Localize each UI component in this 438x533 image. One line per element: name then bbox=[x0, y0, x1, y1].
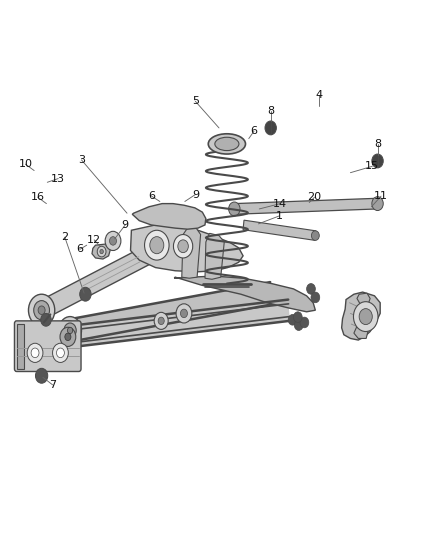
Text: 10: 10 bbox=[18, 159, 32, 169]
Circle shape bbox=[28, 294, 55, 326]
Circle shape bbox=[229, 202, 240, 216]
Circle shape bbox=[64, 323, 76, 338]
Polygon shape bbox=[357, 293, 370, 305]
Circle shape bbox=[57, 348, 64, 358]
Text: 4: 4 bbox=[315, 90, 322, 100]
Circle shape bbox=[150, 237, 164, 254]
Circle shape bbox=[294, 320, 303, 330]
Circle shape bbox=[97, 246, 106, 257]
Circle shape bbox=[31, 348, 39, 358]
Circle shape bbox=[353, 302, 378, 332]
Circle shape bbox=[80, 287, 91, 301]
Circle shape bbox=[180, 309, 187, 318]
Circle shape bbox=[41, 313, 51, 326]
Polygon shape bbox=[354, 325, 368, 338]
Circle shape bbox=[178, 240, 188, 253]
Circle shape bbox=[176, 304, 192, 323]
Circle shape bbox=[158, 317, 164, 325]
Circle shape bbox=[311, 292, 320, 303]
Text: 6: 6 bbox=[148, 191, 155, 201]
Text: 6: 6 bbox=[251, 126, 258, 136]
Polygon shape bbox=[182, 228, 201, 278]
Text: 16: 16 bbox=[31, 192, 45, 202]
Circle shape bbox=[307, 284, 315, 294]
Circle shape bbox=[34, 301, 49, 320]
Circle shape bbox=[53, 343, 68, 362]
Circle shape bbox=[67, 327, 73, 334]
Text: 2: 2 bbox=[61, 232, 68, 242]
Text: 9: 9 bbox=[122, 220, 129, 230]
Polygon shape bbox=[243, 220, 316, 240]
Circle shape bbox=[110, 237, 117, 245]
Polygon shape bbox=[69, 282, 273, 342]
Circle shape bbox=[154, 312, 168, 329]
Text: 7: 7 bbox=[49, 380, 56, 390]
Circle shape bbox=[65, 333, 71, 341]
Circle shape bbox=[100, 249, 103, 254]
Circle shape bbox=[27, 343, 43, 362]
Circle shape bbox=[59, 317, 81, 344]
Text: 15: 15 bbox=[365, 161, 379, 171]
Text: 3: 3 bbox=[78, 155, 85, 165]
Circle shape bbox=[55, 321, 81, 353]
Text: 8: 8 bbox=[374, 139, 381, 149]
Ellipse shape bbox=[215, 137, 239, 151]
Polygon shape bbox=[131, 225, 243, 272]
Text: 14: 14 bbox=[273, 199, 287, 208]
Circle shape bbox=[293, 312, 302, 322]
Polygon shape bbox=[342, 292, 380, 340]
Ellipse shape bbox=[208, 134, 245, 154]
Circle shape bbox=[35, 368, 48, 383]
FancyBboxPatch shape bbox=[14, 321, 81, 372]
Polygon shape bbox=[174, 276, 315, 312]
Text: 1: 1 bbox=[276, 211, 283, 221]
Circle shape bbox=[300, 317, 309, 328]
Polygon shape bbox=[67, 300, 290, 348]
Text: 6: 6 bbox=[76, 245, 83, 254]
Circle shape bbox=[372, 154, 383, 168]
Circle shape bbox=[372, 197, 383, 211]
Text: 20: 20 bbox=[307, 192, 321, 202]
Polygon shape bbox=[132, 204, 206, 229]
Text: 12: 12 bbox=[87, 235, 101, 245]
Circle shape bbox=[288, 314, 297, 325]
Circle shape bbox=[145, 230, 169, 260]
Circle shape bbox=[38, 306, 45, 314]
Circle shape bbox=[311, 231, 319, 240]
Polygon shape bbox=[17, 324, 24, 369]
Text: 9: 9 bbox=[192, 190, 199, 199]
Circle shape bbox=[60, 327, 76, 346]
Text: 13: 13 bbox=[51, 174, 65, 183]
Text: 8: 8 bbox=[267, 106, 274, 116]
Polygon shape bbox=[205, 233, 224, 279]
Circle shape bbox=[359, 309, 372, 325]
Circle shape bbox=[105, 231, 121, 251]
Text: 5: 5 bbox=[192, 96, 199, 106]
Circle shape bbox=[173, 235, 193, 258]
Polygon shape bbox=[92, 244, 110, 259]
Polygon shape bbox=[234, 198, 378, 214]
Text: 11: 11 bbox=[374, 191, 388, 201]
Circle shape bbox=[265, 121, 276, 135]
Polygon shape bbox=[39, 228, 185, 319]
